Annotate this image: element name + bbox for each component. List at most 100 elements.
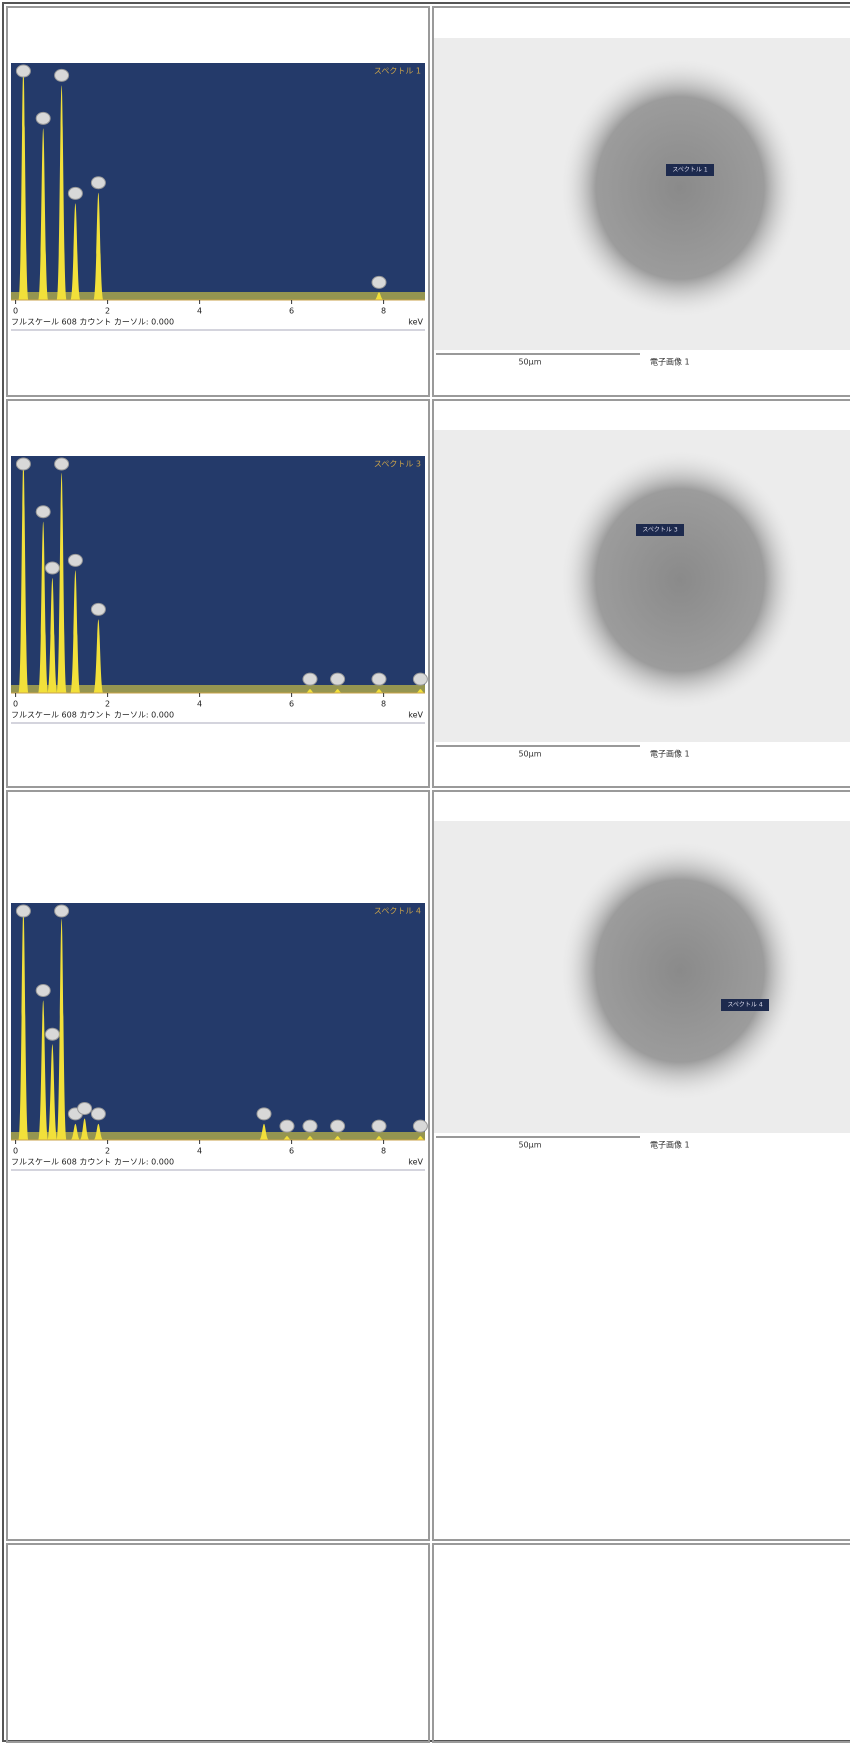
x-tick-label: 0 — [13, 700, 18, 709]
peak-label — [35, 505, 51, 519]
peak — [282, 1136, 292, 1140]
peak-label — [371, 672, 387, 686]
peak — [56, 473, 67, 693]
spectrum-title: スペクトル 4 — [374, 907, 421, 916]
peak-label — [412, 672, 428, 686]
background-band — [11, 292, 425, 300]
peak — [38, 1000, 49, 1140]
peak — [374, 689, 384, 693]
plot-area — [11, 456, 425, 693]
peak-label — [90, 602, 106, 616]
image-caption: 電子画像 1 — [650, 749, 690, 759]
scale-label: 50μm — [518, 750, 541, 759]
peak — [332, 1136, 343, 1140]
x-tick-label: 2 — [105, 700, 110, 709]
peak-label — [44, 561, 60, 575]
peak — [70, 203, 81, 300]
peak-label — [15, 64, 31, 78]
peak — [374, 292, 384, 300]
peak-label — [90, 176, 106, 190]
peak-label — [371, 275, 387, 289]
marker-label: スペクトル 1 — [672, 167, 707, 174]
peak-label — [15, 904, 31, 918]
peak-label — [54, 68, 70, 82]
peak-label — [371, 1119, 387, 1133]
marker-label: スペクトル 3 — [642, 527, 677, 534]
x-tick-label: 4 — [197, 700, 202, 709]
peak-label — [302, 672, 318, 686]
x-tick-label: 4 — [197, 307, 202, 316]
spectrum-title: スペクトル 3 — [374, 460, 421, 469]
x-tick-label: 2 — [105, 307, 110, 316]
particle — [560, 450, 800, 710]
marker-box — [666, 164, 714, 176]
scale-label: 50μm — [518, 358, 541, 367]
peak — [56, 85, 67, 300]
peak-label — [67, 186, 83, 200]
marker-box — [636, 524, 684, 536]
x-tick-label: 0 — [13, 307, 18, 316]
peak — [415, 689, 426, 693]
background-band — [11, 1132, 425, 1140]
peak-label — [15, 457, 31, 471]
peak-label — [330, 1119, 346, 1133]
spectrum-footer: フルスケール 608 カウント カーソル: 0.000 — [11, 711, 174, 720]
peak — [38, 128, 49, 300]
particle — [560, 58, 800, 318]
plot-area — [11, 63, 425, 300]
marker-label: スペクトル 4 — [727, 1002, 762, 1009]
spectrum-footer: フルスケール 608 カウント カーソル: 0.000 — [11, 1158, 174, 1167]
x-tick-label: 0 — [13, 1147, 18, 1156]
peak — [70, 1123, 81, 1140]
peak-label — [67, 553, 83, 567]
peak — [374, 1136, 384, 1140]
table-cell — [432, 6, 850, 397]
peak — [47, 1044, 58, 1140]
table-cell — [432, 399, 850, 788]
peak — [93, 619, 104, 693]
peak — [93, 192, 104, 300]
table-cell — [432, 790, 850, 1541]
spectrum-title: スペクトル 1 — [374, 67, 421, 76]
x-tick-label: 6 — [289, 700, 294, 709]
image-caption: 電子画像 1 — [650, 1140, 690, 1150]
peak-label — [54, 904, 70, 918]
x-tick-label: 4 — [197, 1147, 202, 1156]
peak-label — [35, 984, 51, 998]
x-tick-label: 8 — [381, 1147, 386, 1156]
peak — [70, 570, 81, 693]
x-axis-label: keV — [408, 711, 423, 720]
peak-label — [90, 1107, 106, 1121]
peak — [305, 1136, 315, 1140]
peak-label — [302, 1119, 318, 1133]
peak-label — [256, 1107, 272, 1121]
peak — [18, 67, 29, 300]
table-cell — [6, 399, 430, 788]
plot-area — [11, 903, 425, 1140]
table-cell — [6, 790, 430, 1541]
scale-label: 50μm — [518, 1141, 541, 1150]
x-axis-label: keV — [408, 318, 423, 327]
x-tick-label: 6 — [289, 1147, 294, 1156]
peak-label — [412, 1119, 428, 1133]
peak — [47, 578, 58, 693]
peak — [259, 1123, 269, 1140]
peak — [93, 1123, 104, 1140]
x-tick-label: 6 — [289, 307, 294, 316]
peak-label — [54, 457, 70, 471]
peak-label — [44, 1027, 60, 1041]
x-tick-label: 8 — [381, 700, 386, 709]
peak-label — [77, 1102, 93, 1116]
peak — [38, 521, 49, 693]
x-tick-label: 8 — [381, 307, 386, 316]
peak — [56, 918, 67, 1140]
table-cell — [6, 6, 430, 397]
marker-box — [721, 999, 769, 1011]
peak — [415, 1136, 426, 1140]
background-band — [11, 685, 425, 693]
peak — [79, 1118, 90, 1140]
peak-label — [330, 672, 346, 686]
image-caption: 電子画像 1 — [650, 357, 690, 367]
